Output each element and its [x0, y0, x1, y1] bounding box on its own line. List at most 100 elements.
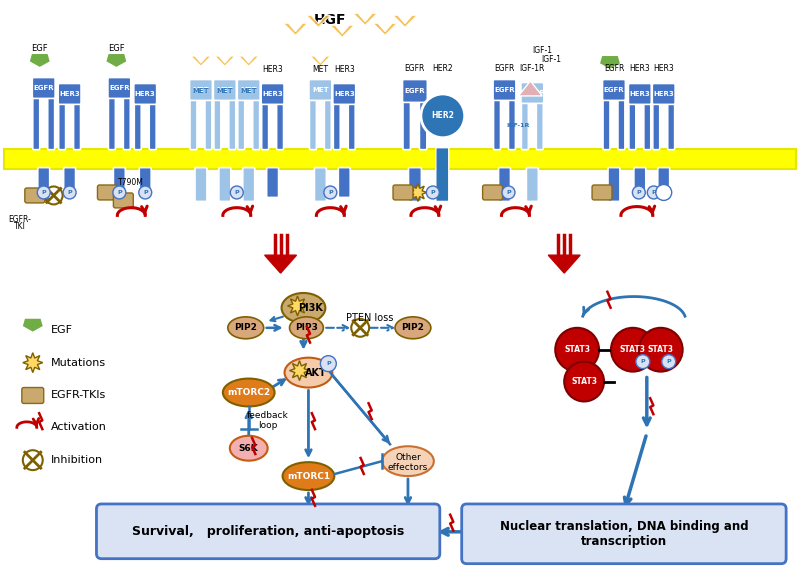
- Polygon shape: [354, 13, 377, 25]
- FancyBboxPatch shape: [628, 84, 651, 104]
- FancyBboxPatch shape: [309, 80, 332, 100]
- FancyBboxPatch shape: [205, 98, 212, 149]
- FancyBboxPatch shape: [629, 102, 636, 149]
- FancyBboxPatch shape: [150, 102, 156, 149]
- FancyBboxPatch shape: [114, 167, 126, 201]
- Circle shape: [656, 185, 672, 200]
- Text: HER3: HER3: [262, 65, 283, 74]
- FancyBboxPatch shape: [419, 100, 427, 149]
- FancyBboxPatch shape: [277, 102, 283, 149]
- Text: HER3: HER3: [654, 91, 674, 97]
- Text: IGF-1: IGF-1: [532, 46, 552, 55]
- FancyBboxPatch shape: [253, 98, 260, 149]
- FancyBboxPatch shape: [134, 84, 157, 104]
- Text: STAT3: STAT3: [571, 377, 597, 386]
- FancyBboxPatch shape: [238, 98, 245, 149]
- Circle shape: [421, 94, 465, 138]
- Text: HER3: HER3: [334, 91, 354, 97]
- Text: loop: loop: [258, 421, 278, 430]
- Text: P: P: [641, 359, 645, 364]
- FancyBboxPatch shape: [266, 167, 278, 197]
- FancyBboxPatch shape: [139, 167, 151, 197]
- Circle shape: [647, 186, 660, 199]
- Text: EGFR-: EGFR-: [9, 215, 31, 224]
- Text: IGF-1R: IGF-1R: [520, 64, 545, 73]
- Text: EGFR: EGFR: [405, 64, 425, 73]
- FancyBboxPatch shape: [526, 167, 538, 201]
- FancyBboxPatch shape: [509, 98, 515, 149]
- FancyBboxPatch shape: [334, 102, 340, 149]
- FancyBboxPatch shape: [214, 80, 236, 100]
- Text: EGFR-TKIs: EGFR-TKIs: [50, 391, 106, 400]
- Ellipse shape: [228, 317, 264, 339]
- FancyBboxPatch shape: [190, 98, 197, 149]
- Circle shape: [564, 362, 604, 402]
- Text: EGF: EGF: [31, 44, 48, 53]
- FancyBboxPatch shape: [634, 167, 646, 197]
- Polygon shape: [29, 53, 50, 68]
- FancyBboxPatch shape: [262, 102, 269, 149]
- FancyBboxPatch shape: [108, 77, 131, 99]
- Text: P: P: [234, 190, 239, 195]
- Polygon shape: [310, 56, 330, 66]
- Circle shape: [662, 355, 676, 369]
- Text: MET: MET: [217, 88, 233, 94]
- Text: P: P: [42, 190, 46, 195]
- Text: feedback: feedback: [246, 411, 289, 421]
- FancyBboxPatch shape: [436, 148, 449, 201]
- Text: Other: Other: [395, 453, 421, 462]
- Text: PI3K: PI3K: [298, 303, 323, 313]
- FancyBboxPatch shape: [195, 167, 207, 201]
- Polygon shape: [306, 16, 330, 27]
- FancyBboxPatch shape: [229, 98, 236, 149]
- FancyBboxPatch shape: [190, 80, 213, 100]
- Text: HER3: HER3: [654, 64, 674, 73]
- Text: Nuclear translation, DNA binding and: Nuclear translation, DNA binding and: [500, 520, 748, 533]
- FancyBboxPatch shape: [498, 167, 510, 201]
- FancyBboxPatch shape: [261, 84, 284, 104]
- FancyBboxPatch shape: [314, 167, 326, 201]
- Polygon shape: [409, 183, 427, 201]
- Ellipse shape: [290, 317, 323, 339]
- Text: HER3: HER3: [135, 91, 156, 97]
- Ellipse shape: [285, 358, 332, 388]
- FancyBboxPatch shape: [33, 96, 40, 149]
- Text: S6K: S6K: [239, 444, 258, 453]
- Text: effectors: effectors: [388, 463, 428, 471]
- FancyBboxPatch shape: [38, 167, 50, 201]
- Text: Inhibition: Inhibition: [50, 455, 103, 465]
- FancyBboxPatch shape: [134, 102, 142, 149]
- FancyBboxPatch shape: [338, 167, 350, 197]
- Circle shape: [63, 186, 76, 199]
- FancyBboxPatch shape: [97, 504, 440, 559]
- FancyBboxPatch shape: [403, 100, 410, 149]
- Text: EGFR: EGFR: [109, 85, 130, 91]
- Circle shape: [324, 186, 337, 199]
- FancyBboxPatch shape: [123, 96, 130, 149]
- Text: Survival,   proliferation, anti-apoptosis: Survival, proliferation, anti-apoptosis: [131, 525, 404, 538]
- FancyBboxPatch shape: [219, 167, 231, 201]
- FancyBboxPatch shape: [668, 102, 674, 149]
- FancyBboxPatch shape: [242, 167, 254, 201]
- FancyBboxPatch shape: [310, 98, 317, 149]
- Polygon shape: [287, 296, 307, 316]
- Text: MET: MET: [241, 87, 257, 93]
- FancyBboxPatch shape: [658, 167, 670, 197]
- FancyBboxPatch shape: [402, 80, 427, 102]
- Polygon shape: [518, 81, 542, 96]
- Text: PIP2: PIP2: [402, 323, 424, 332]
- FancyBboxPatch shape: [652, 84, 675, 104]
- Circle shape: [320, 355, 336, 372]
- Polygon shape: [106, 53, 127, 68]
- Text: Activation: Activation: [50, 422, 106, 432]
- Circle shape: [230, 186, 243, 199]
- Polygon shape: [283, 23, 307, 35]
- FancyBboxPatch shape: [64, 167, 75, 197]
- Circle shape: [38, 186, 50, 199]
- FancyBboxPatch shape: [602, 80, 626, 100]
- Text: EGFR: EGFR: [494, 64, 514, 73]
- Ellipse shape: [382, 446, 434, 476]
- FancyBboxPatch shape: [58, 84, 81, 104]
- Text: MET: MET: [312, 65, 328, 74]
- Text: P: P: [67, 190, 72, 195]
